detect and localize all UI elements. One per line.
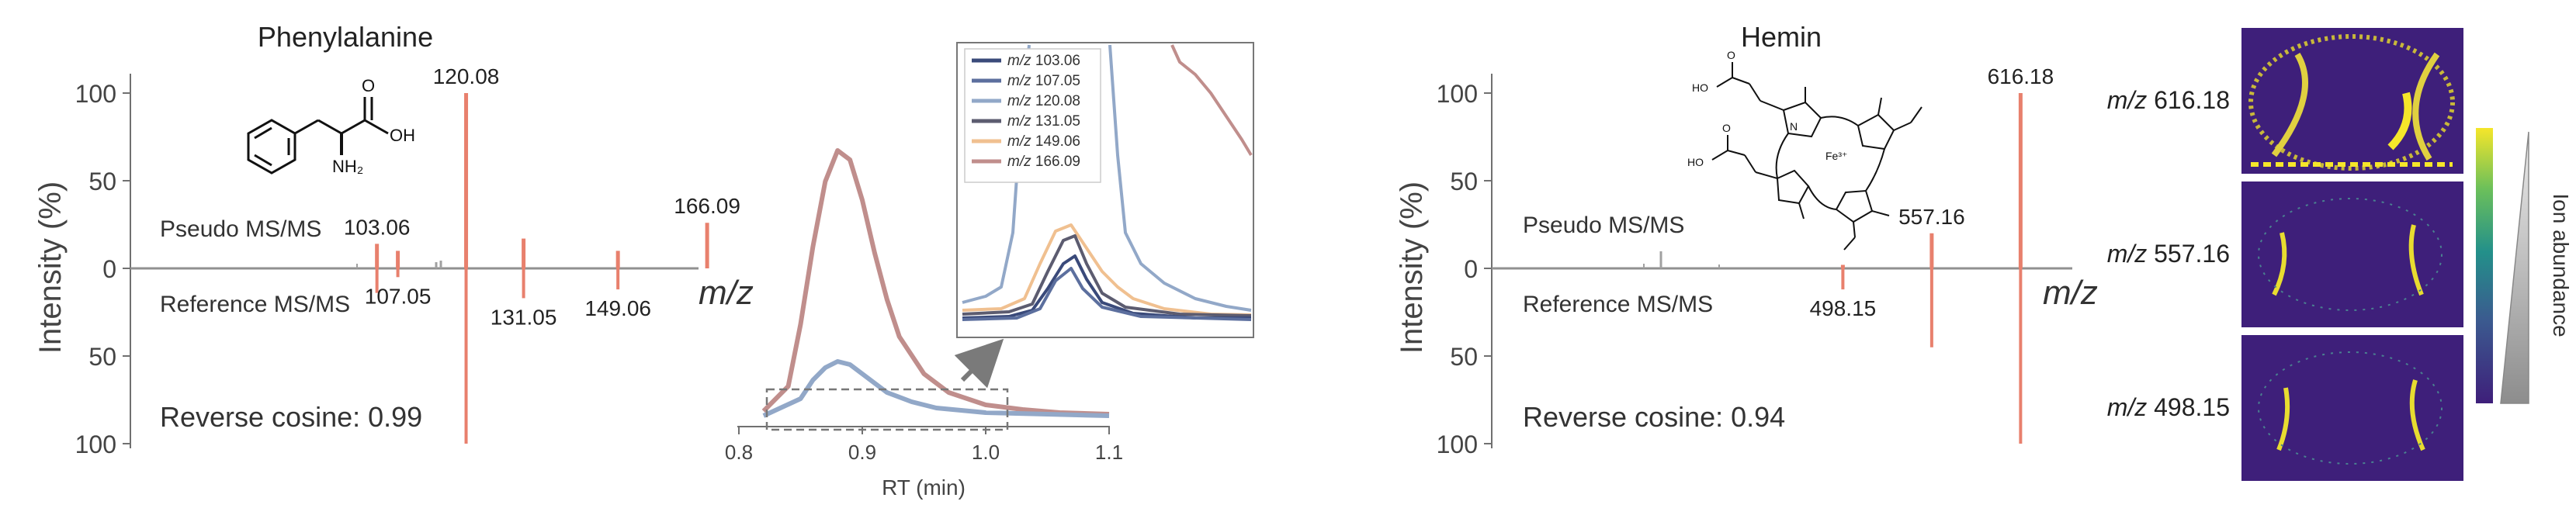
hemin-label-o: O bbox=[1727, 49, 1735, 61]
left-ytick-label: 100 bbox=[75, 80, 116, 108]
hemin-label-fe: Fe³⁺ bbox=[1825, 150, 1847, 162]
legend-label: m/z 120.08 bbox=[1007, 93, 1080, 109]
ion-image-616 bbox=[2241, 28, 2463, 174]
legend-label: m/z 131.05 bbox=[1007, 113, 1080, 130]
inset-panel: m/z 103.06 m/z 107.05 m/z 120.08 m/z 131.05… bbox=[956, 42, 1254, 338]
legend-label: m/z 107.05 bbox=[1007, 73, 1080, 89]
image-labels: m/z 616.18 m/z 557.16 m/z 498.15 bbox=[2107, 86, 2230, 421]
rt-xticks: 0.8 0.9 1.0 1.1 bbox=[725, 427, 1123, 464]
rt-xlabel: RT (min) bbox=[882, 475, 966, 500]
phe-label-o: O bbox=[362, 76, 375, 95]
peak-label: 120.08 bbox=[433, 64, 500, 88]
phenylalanine-structure bbox=[247, 97, 389, 175]
left-cosine: Reverse cosine: 0.99 bbox=[160, 401, 422, 433]
left-ytick-label: 50 bbox=[88, 168, 116, 195]
ion-image-557 bbox=[2241, 181, 2463, 327]
legend-label: m/z 166.09 bbox=[1007, 154, 1080, 170]
legend-label: m/z 103.06 bbox=[1007, 53, 1080, 69]
right-peaks: 557.16 616.18 498.15 bbox=[1810, 64, 2054, 444]
right-cosine: Reverse cosine: 0.94 bbox=[1523, 401, 1785, 433]
left-peaks: 103.06 120.08 166.09 107.05 131.05 149.06 bbox=[344, 64, 740, 444]
right-title: Hemin bbox=[1741, 21, 1822, 53]
right-ytick-label: 100 bbox=[1437, 430, 1478, 458]
left-top-label: Pseudo MS/MS bbox=[160, 216, 321, 242]
right-yticks: 100 50 0 50 100 bbox=[1437, 80, 1492, 458]
inset-lines bbox=[962, 44, 1253, 321]
left-ytick-label: 0 bbox=[102, 255, 116, 283]
right-panel: Hemin Intensity (%) 100 50 0 50 100 Pseu… bbox=[1395, 21, 2098, 458]
peak-label: 103.06 bbox=[344, 215, 411, 239]
phe-label-oh: OH bbox=[390, 126, 415, 145]
right-ytick-label: 100 bbox=[1437, 80, 1478, 108]
peak-label: 557.16 bbox=[1898, 205, 1965, 229]
right-xlabel: m/z bbox=[2043, 274, 2098, 312]
rt-panel: 0.8 0.9 1.0 1.1 RT (min) bbox=[725, 148, 1123, 500]
ion-image-label: m/z 616.18 bbox=[2107, 86, 2230, 114]
left-yticks: 100 50 0 50 100 bbox=[75, 80, 130, 458]
hemin-label-ho: HO bbox=[1692, 81, 1708, 94]
left-bottom-label: Reference MS/MS bbox=[160, 292, 350, 317]
zoom-arrow bbox=[954, 338, 1004, 389]
ion-image-label: m/z 557.16 bbox=[2107, 240, 2230, 268]
rt-xtick-label: 1.0 bbox=[972, 441, 1000, 464]
right-ytick-label: 50 bbox=[1450, 168, 1478, 195]
left-ylabel: Intensity (%) bbox=[33, 181, 68, 354]
right-top-label: Pseudo MS/MS bbox=[1523, 213, 1684, 238]
left-panel: Phenylalanine Intensity (%) 100 50 0 50 … bbox=[33, 21, 754, 458]
right-ytick-label: 50 bbox=[1450, 343, 1478, 371]
left-ytick-label: 50 bbox=[88, 343, 116, 371]
inset-series-line bbox=[1108, 44, 1252, 312]
inset-series-line bbox=[962, 254, 1251, 320]
rt-series-line bbox=[761, 148, 1110, 417]
image-stack: m/z 616.18 m/z 557.16 m/z 498.15 Ion abund… bbox=[2107, 28, 2573, 481]
inset-series-line bbox=[962, 267, 1252, 321]
left-xlabel: m/z bbox=[699, 274, 754, 312]
peak-label: 131.05 bbox=[491, 305, 557, 329]
rt-xtick-label: 0.9 bbox=[848, 441, 876, 464]
left-ytick-label: 100 bbox=[75, 430, 116, 458]
zoom-box bbox=[765, 388, 1009, 431]
peak-label: 166.09 bbox=[674, 194, 740, 218]
hemin-label-n: N bbox=[1790, 120, 1798, 133]
phe-label-nh2: NH₂ bbox=[332, 157, 363, 176]
peak-label: 498.15 bbox=[1810, 296, 1877, 320]
peak-label: 149.06 bbox=[584, 296, 651, 320]
hemin-label-ho: HO bbox=[1687, 156, 1704, 168]
rt-xtick-label: 1.1 bbox=[1095, 441, 1123, 464]
hemin-structure bbox=[1711, 62, 1922, 251]
rt-xtick-label: 0.8 bbox=[725, 441, 753, 464]
right-ylabel: Intensity (%) bbox=[1395, 181, 1429, 354]
right-bottom-label: Reference MS/MS bbox=[1523, 292, 1713, 317]
peak-label: 616.18 bbox=[1988, 64, 2054, 88]
ion-image-label: m/z 498.15 bbox=[2107, 393, 2230, 421]
legend-label: m/z 149.06 bbox=[1007, 133, 1080, 150]
abundance-wedge bbox=[2500, 131, 2529, 404]
left-title: Phenylalanine bbox=[258, 21, 433, 53]
ion-image-498 bbox=[2241, 335, 2463, 481]
right-ytick-label: 0 bbox=[1464, 255, 1478, 283]
hemin-label-o: O bbox=[1722, 122, 1731, 134]
inset-series-line bbox=[962, 223, 1252, 316]
colorbar-label: Ion abundance bbox=[2549, 193, 2573, 337]
rt-series-line bbox=[762, 359, 1110, 418]
inset-legend: m/z 103.06 m/z 107.05 m/z 120.08 m/z 131.05… bbox=[972, 53, 1080, 170]
rt-lines bbox=[761, 148, 1110, 418]
colorbar bbox=[2476, 128, 2493, 403]
inset-series-line bbox=[962, 234, 1252, 317]
peak-label: 107.05 bbox=[365, 284, 432, 308]
inset-series-line bbox=[1170, 44, 1253, 157]
